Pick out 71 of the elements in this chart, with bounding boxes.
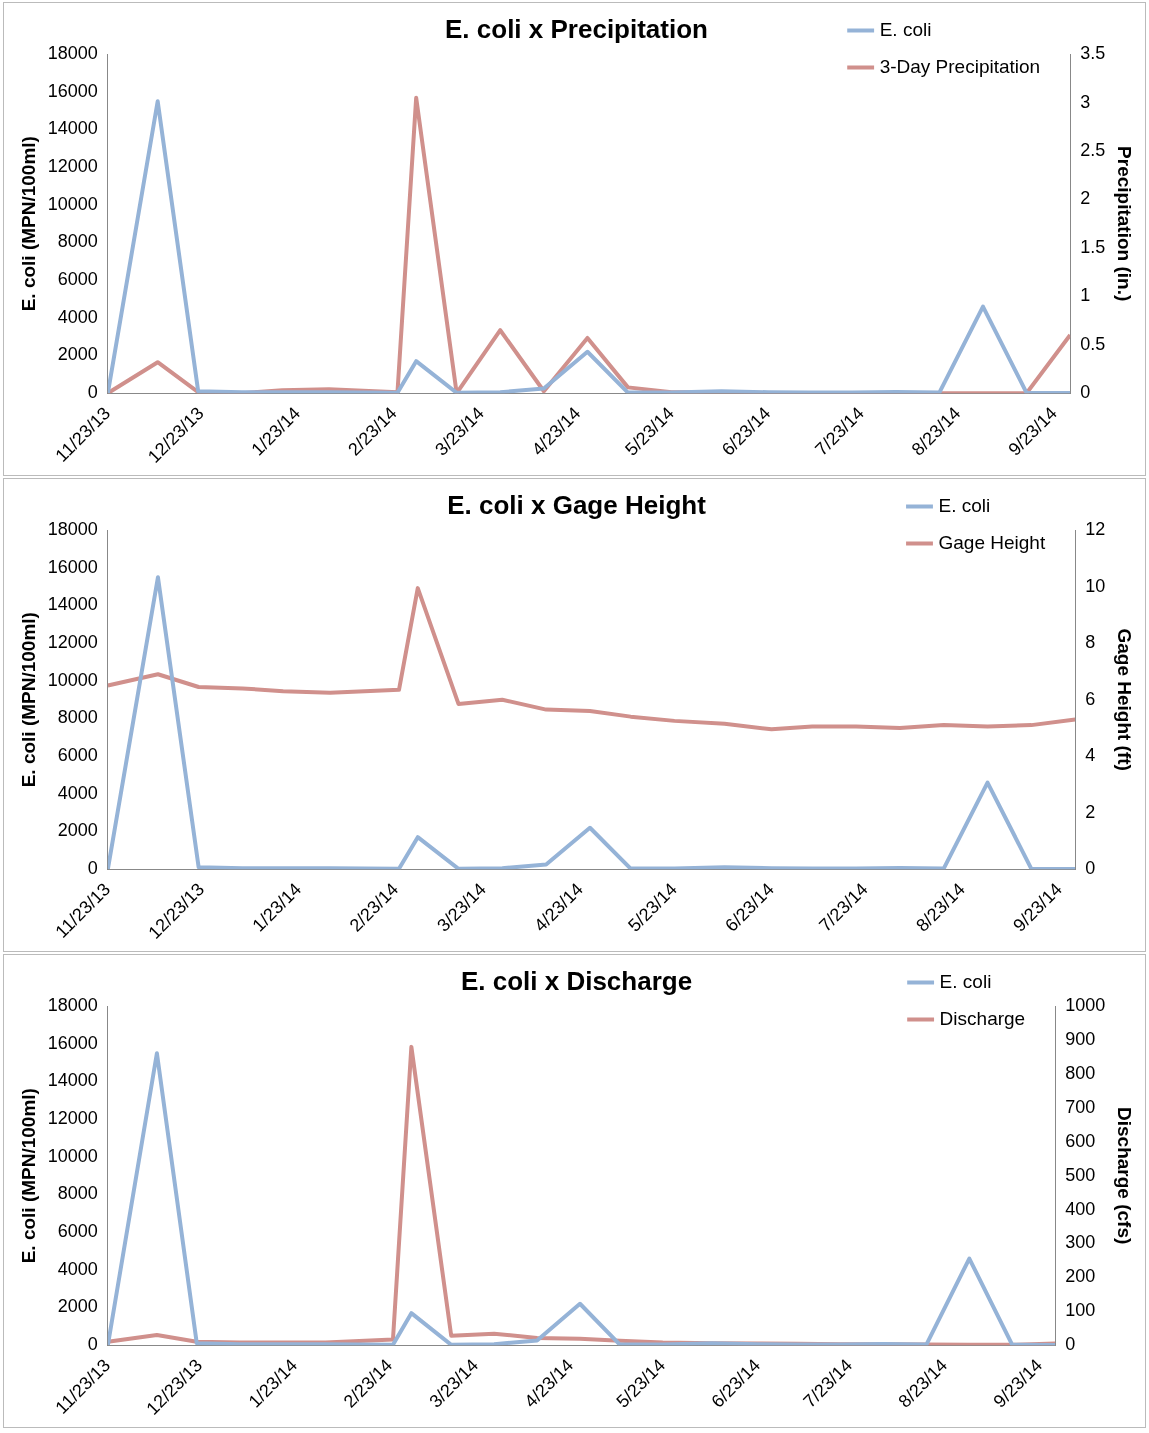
y-tick-label: 8000 xyxy=(57,1183,98,1204)
y2-tick-label: 8 xyxy=(1085,632,1096,653)
y-tick-label: 12000 xyxy=(47,156,98,177)
y2-tick-label: 0 xyxy=(1085,858,1096,879)
y-tick-label: 2000 xyxy=(57,1296,98,1317)
y-tick-label: 18000 xyxy=(47,43,98,64)
y-tick-label: 0 xyxy=(87,382,98,403)
y2-tick-label: 10 xyxy=(1085,575,1106,596)
y2-tick-label: 500 xyxy=(1065,1164,1096,1185)
y2-tick-label: 0.5 xyxy=(1080,333,1106,354)
y-tick-label: 4000 xyxy=(57,782,98,803)
y-tick-label: 6000 xyxy=(57,745,98,766)
y2-tick-label: 700 xyxy=(1065,1096,1096,1117)
chart-title: E. coli x Gage Height xyxy=(447,489,707,520)
y-tick-label: 10000 xyxy=(47,669,98,690)
y-axis-title: E. coli (MPN/100ml) xyxy=(17,1088,39,1264)
y-tick-label: 12000 xyxy=(47,632,98,653)
y-tick-label: 10000 xyxy=(47,193,98,214)
y-tick-label: 16000 xyxy=(47,80,98,101)
y2-tick-label: 100 xyxy=(1065,1300,1096,1321)
chart-title: E. coli x Precipitation xyxy=(445,13,708,44)
y-tick-label: 0 xyxy=(87,1334,98,1355)
y-axis-title: E. coli (MPN/100ml) xyxy=(17,136,39,312)
y2-axis-title: Discharge (cfs) xyxy=(1114,1107,1136,1245)
y-tick-label: 14000 xyxy=(47,1070,98,1091)
legend-label: Gage Height xyxy=(938,531,1046,553)
y2-tick-label: 0 xyxy=(1080,382,1091,403)
y-tick-label: 2000 xyxy=(57,344,98,365)
y-tick-label: 18000 xyxy=(47,519,98,540)
y-tick-label: 8000 xyxy=(57,707,98,728)
y-tick-label: 16000 xyxy=(47,1032,98,1053)
y-tick-label: 12000 xyxy=(47,1108,98,1129)
y2-tick-label: 3 xyxy=(1080,91,1091,112)
y2-tick-label: 1 xyxy=(1080,285,1091,306)
legend-label: E. coli xyxy=(939,970,992,992)
y-tick-label: 0 xyxy=(87,858,98,879)
y2-tick-label: 2 xyxy=(1080,188,1091,209)
y2-axis-title: Gage Height (ft) xyxy=(1114,628,1136,771)
y-tick-label: 4000 xyxy=(57,306,98,327)
y2-axis-title: Precipitation (in.) xyxy=(1114,146,1136,302)
y2-tick-label: 12 xyxy=(1085,519,1106,540)
y2-tick-label: 300 xyxy=(1065,1232,1096,1253)
legend-label: 3-Day Precipitation xyxy=(879,55,1041,77)
y2-tick-label: 2 xyxy=(1085,801,1096,822)
y2-tick-label: 1000 xyxy=(1065,995,1106,1016)
y2-tick-label: 4 xyxy=(1085,745,1096,766)
y-tick-label: 16000 xyxy=(47,556,98,577)
chart-title: E. coli x Discharge xyxy=(460,965,693,996)
y-tick-label: 4000 xyxy=(57,1258,98,1279)
y2-tick-label: 600 xyxy=(1065,1130,1096,1151)
legend-label: Discharge xyxy=(939,1007,1026,1029)
legend-label: E. coli xyxy=(879,18,932,40)
y-tick-label: 2000 xyxy=(57,820,98,841)
y-tick-label: 6000 xyxy=(57,269,98,290)
y-tick-label: 14000 xyxy=(47,118,98,139)
y2-tick-label: 6 xyxy=(1085,688,1096,709)
y2-tick-label: 400 xyxy=(1065,1198,1096,1219)
y2-tick-label: 3.5 xyxy=(1080,43,1106,64)
y2-tick-label: 1.5 xyxy=(1080,236,1106,257)
y-tick-label: 10000 xyxy=(47,1145,98,1166)
y2-tick-label: 800 xyxy=(1065,1062,1096,1083)
y-tick-label: 8000 xyxy=(57,231,98,252)
y2-tick-label: 0 xyxy=(1065,1334,1076,1355)
y-tick-label: 18000 xyxy=(47,995,98,1016)
y-axis-title: E. coli (MPN/100ml) xyxy=(17,612,39,788)
y-tick-label: 14000 xyxy=(47,594,98,615)
y2-tick-label: 900 xyxy=(1065,1029,1096,1050)
y2-tick-label: 2.5 xyxy=(1080,140,1106,161)
legend-label: E. coli xyxy=(938,494,991,516)
y2-tick-label: 200 xyxy=(1065,1266,1096,1287)
y-tick-label: 6000 xyxy=(57,1221,98,1242)
